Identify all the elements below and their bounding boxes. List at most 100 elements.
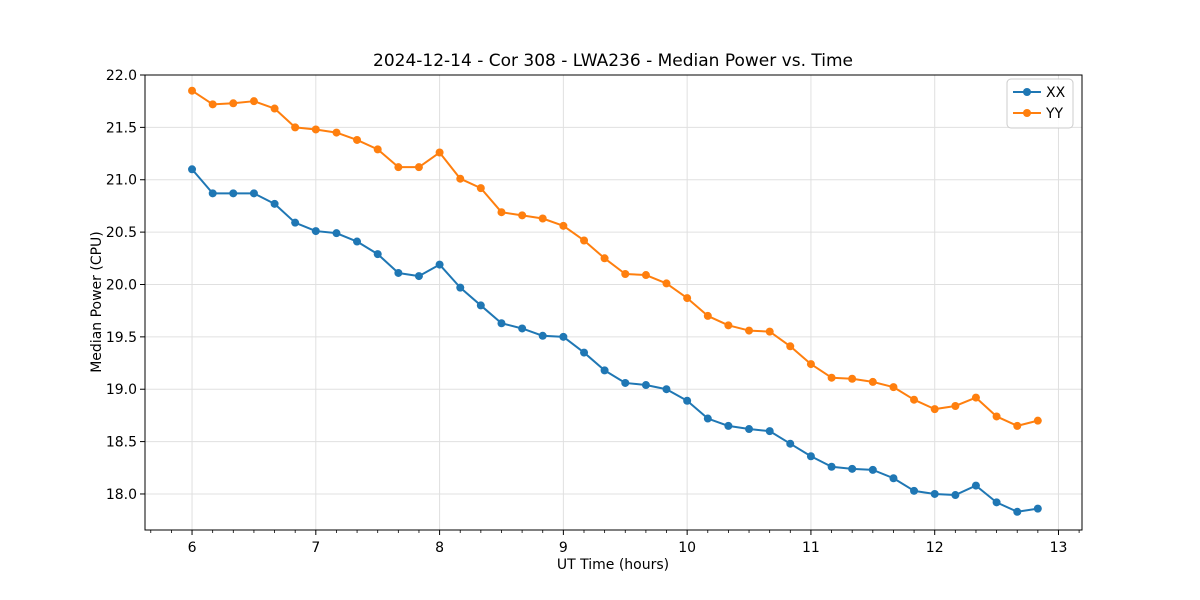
y-tick-label: 22.0	[106, 68, 137, 84]
x-axis-label: UT Time (hours)	[556, 557, 670, 573]
data-point-marker	[621, 270, 630, 279]
data-point-marker	[827, 373, 836, 382]
legend-entry-YY: YY	[1013, 106, 1064, 122]
data-point-marker	[249, 189, 258, 198]
data-point-marker	[930, 489, 939, 498]
data-point-marker	[745, 425, 754, 434]
data-point-marker	[435, 260, 444, 269]
y-tick-label: 19.0	[106, 382, 137, 398]
data-point-marker	[683, 294, 692, 303]
data-point-marker	[848, 374, 857, 383]
data-point-marker	[559, 221, 568, 230]
data-point-marker	[476, 184, 485, 193]
data-point-marker	[373, 250, 382, 259]
data-point-marker	[332, 128, 341, 137]
data-point-marker	[971, 481, 980, 490]
x-tick-label: 6	[188, 540, 197, 556]
data-point-marker	[662, 385, 671, 394]
data-point-marker	[580, 236, 589, 245]
x-tick-label: 9	[559, 540, 568, 556]
x-tick-label: 7	[311, 540, 320, 556]
data-point-marker	[889, 383, 898, 392]
data-point-marker	[311, 227, 320, 236]
data-point-marker	[580, 348, 589, 357]
data-point-marker	[765, 427, 774, 436]
data-point-marker	[414, 163, 423, 172]
data-point-marker	[641, 271, 650, 280]
data-point-marker	[435, 148, 444, 157]
data-point-marker	[1033, 416, 1042, 425]
y-tick-label: 18.0	[106, 487, 137, 503]
data-point-marker	[332, 229, 341, 238]
data-point-marker	[188, 86, 197, 95]
data-point-marker	[683, 396, 692, 405]
data-point-marker	[249, 97, 258, 106]
data-point-marker	[951, 401, 960, 410]
series-XX	[188, 165, 1042, 516]
data-point-marker	[229, 99, 238, 108]
data-point-marker	[208, 189, 217, 198]
data-point-marker	[910, 486, 919, 495]
data-point-marker	[641, 381, 650, 390]
data-point-marker	[476, 301, 485, 310]
data-point-marker	[373, 145, 382, 154]
data-point-marker	[992, 498, 1001, 507]
data-point-marker	[497, 319, 506, 328]
legend-label: XX	[1046, 85, 1066, 101]
data-point-marker	[497, 208, 506, 217]
data-point-marker	[538, 214, 547, 223]
data-point-marker	[518, 324, 527, 333]
data-point-marker	[827, 462, 836, 471]
data-point-marker	[765, 327, 774, 336]
y-axis-label: Median Power (CPU)	[89, 231, 105, 373]
data-point-marker	[229, 189, 238, 198]
data-point-marker	[270, 199, 279, 208]
data-point-marker	[703, 414, 712, 423]
data-point-marker	[848, 464, 857, 473]
chart-title: 2024-12-14 - Cor 308 - LWA236 - Median P…	[373, 51, 853, 71]
data-point-marker	[992, 412, 1001, 421]
data-point-marker	[394, 163, 403, 172]
data-point-marker	[311, 125, 320, 134]
data-point-marker	[724, 321, 733, 330]
y-tick-label: 21.5	[106, 120, 137, 136]
data-point-marker	[456, 174, 465, 183]
data-point-marker	[703, 311, 712, 320]
data-point-marker	[910, 395, 919, 404]
data-point-marker	[806, 360, 815, 369]
data-point-marker	[1013, 421, 1022, 430]
data-point-marker	[1013, 507, 1022, 516]
data-point-marker	[806, 452, 815, 461]
data-point-marker	[930, 405, 939, 414]
y-tick-label: 21.0	[106, 173, 137, 189]
y-tick-label: 20.0	[106, 277, 137, 293]
data-point-marker	[951, 491, 960, 500]
legend-marker	[1023, 88, 1031, 96]
data-point-marker	[662, 279, 671, 288]
x-tick-label: 8	[435, 540, 444, 556]
data-point-marker	[889, 474, 898, 483]
grid-lines	[145, 75, 1082, 530]
data-point-marker	[394, 268, 403, 277]
data-point-marker	[208, 100, 217, 109]
data-point-marker	[600, 366, 609, 375]
legend-label: YY	[1045, 106, 1064, 122]
legend: XX YY	[1006, 78, 1074, 129]
data-point-marker	[518, 211, 527, 220]
data-point-marker	[414, 272, 423, 281]
series-line	[191, 168, 1038, 513]
data-point-marker	[353, 237, 362, 246]
x-tick-label: 13	[1050, 540, 1068, 556]
y-tick-label: 20.5	[106, 225, 137, 241]
y-tick-label: 18.5	[106, 435, 137, 451]
data-point-marker	[1033, 504, 1042, 513]
data-point-marker	[868, 377, 877, 386]
x-axis: 6 7 8 9 10 11 12 13	[150, 530, 1080, 556]
data-point-marker	[971, 393, 980, 402]
data-point-marker	[559, 332, 568, 341]
x-tick-label: 10	[678, 540, 696, 556]
legend-marker	[1023, 109, 1031, 117]
data-point-marker	[353, 135, 362, 144]
